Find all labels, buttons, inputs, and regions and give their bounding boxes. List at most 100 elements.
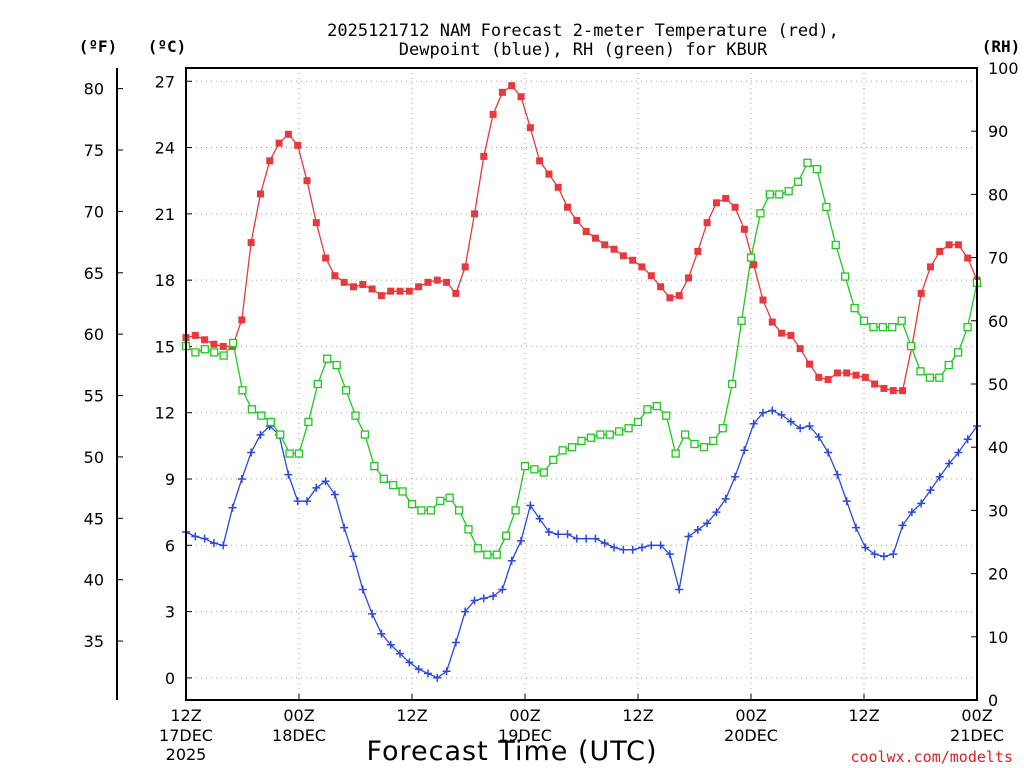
temperature-point [843,369,851,377]
rh-point [728,379,737,389]
time-tick-label: 00Z [961,706,992,725]
temperature-point [759,296,767,304]
dewpoint-point [228,503,237,512]
time-tick-label: 12Z [396,706,427,725]
rh-point [596,430,605,439]
temperature-point [871,380,879,388]
dewpoint-point [917,499,926,508]
fahrenheit-tick-label: 55 [84,387,104,406]
dewpoint-point [405,658,414,667]
time-tick-label: 00Z [283,706,314,725]
temperature-point [256,190,264,198]
rh-point [963,322,972,332]
temperature-point [480,152,488,160]
rh-point [869,322,878,332]
dewpoint-point [423,669,432,678]
dewpoint-point [209,539,218,548]
temperature-point [498,88,506,96]
dewpoint-point [954,448,963,457]
temperature-point [201,336,209,344]
dewpoint-point [796,424,805,433]
rh-point [756,209,765,218]
rh-unit-label: (RH) [982,37,1021,56]
rh-tick-label: 20 [988,565,1008,584]
rh-point [454,506,464,515]
dewpoint-point [703,519,712,528]
temperature-point [889,387,897,395]
dewpoint-point [544,528,553,537]
dewpoint-point [396,649,405,658]
year-tick-label: 2025 [166,745,207,764]
rh-point [633,417,643,427]
dewpoint-point [498,585,507,594]
rh-point [549,455,558,464]
dewpoint-point [312,483,321,492]
rh-point [360,430,370,439]
dewpoint-point [200,534,209,543]
temperature-point [275,139,283,147]
rh-tick-label: 70 [988,249,1008,268]
temperature-series [182,82,981,395]
dewpoint-point [777,410,786,419]
fahrenheit-tick-label: 80 [84,80,104,99]
dewpoint-point [517,536,526,545]
temperature-point [368,285,376,293]
dewpoint-point [731,472,740,481]
dewpoint-point [907,508,916,517]
fahrenheit-tick-label: 65 [84,264,104,283]
series-layer [181,82,982,682]
rh-point [445,493,454,502]
temperature-point [359,281,367,289]
rh-point [398,487,407,496]
temperature-point [350,283,358,291]
temperature-point [712,199,720,207]
rh-point [784,187,793,196]
temperature-point [461,263,469,271]
rh-point [699,443,709,452]
rh-point [304,417,313,427]
dewpoint-point [358,585,367,594]
temperature-point [517,93,525,101]
dewpoint-point [237,475,246,484]
dewpoint-point [619,545,628,554]
time-tick-label: 12Z [170,706,201,725]
date-tick-label: 19DEC [498,726,552,745]
fahrenheit-tick-label: 50 [84,448,104,467]
temperature-point [405,287,413,295]
temperature-point [731,203,739,211]
rh-point [841,272,850,281]
rh-tick-label: 40 [988,438,1008,457]
date-tick-label: 20DEC [724,726,778,745]
celsius-tick-label: 21 [155,205,175,224]
rh-tick-label: 0 [988,691,998,710]
rh-point [671,449,680,458]
temperature-point [303,177,311,185]
temperature-point [554,183,562,191]
dewpoint-point [489,592,498,601]
dewpoint-point [945,459,954,468]
rh-point [558,446,567,455]
temperature-point [210,340,218,348]
dewpoint-point [526,501,535,510]
rh-point [483,550,492,559]
temperature-point [945,241,953,249]
rh-point [605,430,614,439]
temperature-point [619,252,627,260]
fahrenheit-tick-label: 70 [84,202,104,221]
dewpoint-point [861,543,870,552]
rh-point [370,462,379,471]
rh-point [200,345,209,354]
dewpoint-point [572,534,581,543]
dewpoint-point [284,470,293,479]
celsius-tick-label: 15 [155,337,175,356]
dewpoint-point [368,609,377,618]
dewpoint-point [898,521,907,530]
temperature-point [387,287,395,295]
temperature-point [833,369,841,377]
rh-point [407,499,417,509]
dewpoint-point [191,532,200,541]
rh-point [417,506,426,515]
dewpoint-point [786,417,795,426]
